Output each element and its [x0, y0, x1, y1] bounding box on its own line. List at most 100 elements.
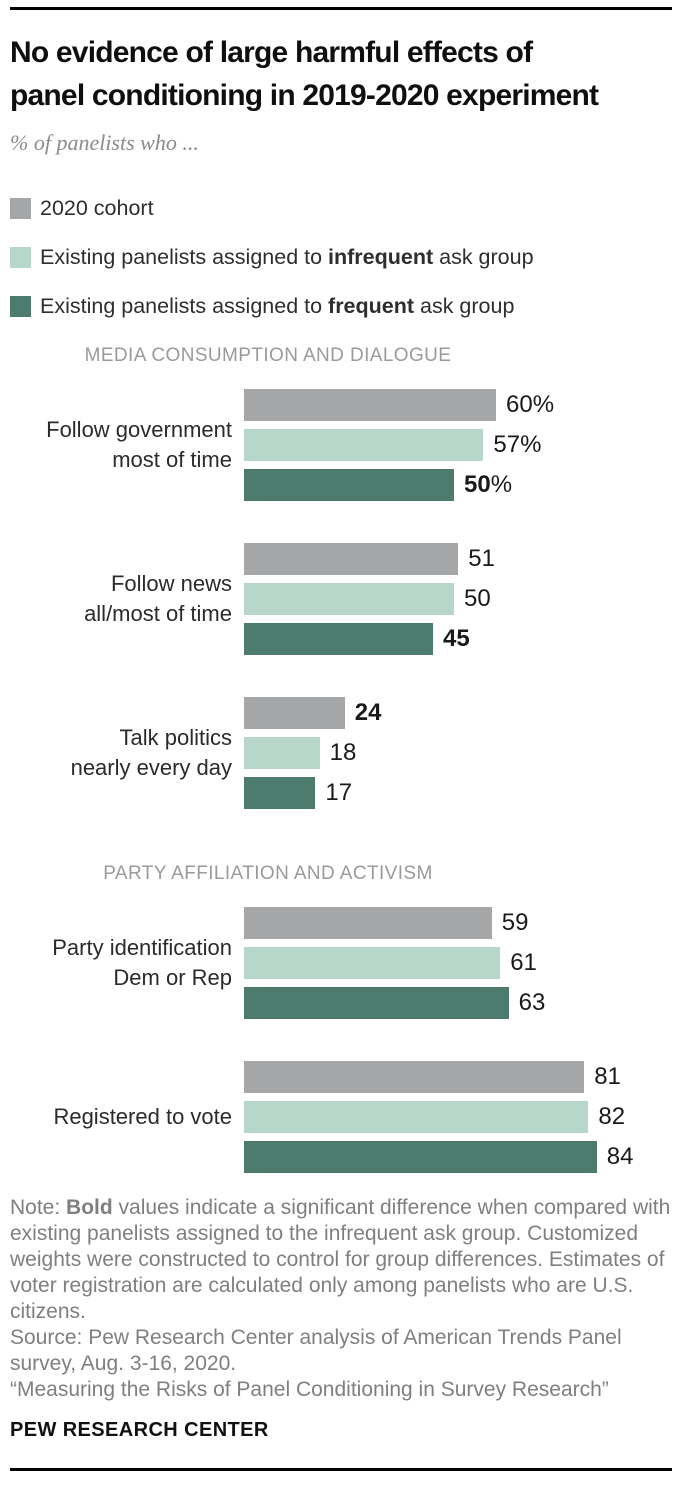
category-label-line: Registered to vote: [53, 1104, 232, 1129]
category-label-line: all/most of time: [84, 601, 232, 626]
bar-row: 57%: [244, 429, 672, 461]
category-label: Follow news all/most of time: [10, 569, 232, 629]
bar-set: 81 82 84: [244, 1061, 672, 1173]
bar-value-label: 51: [468, 545, 495, 573]
category-label-line: nearly every day: [70, 755, 232, 780]
legend-swatch-dark-teal: [10, 296, 31, 317]
bar-value-label: 60%: [506, 391, 554, 419]
bar-row: 81: [244, 1061, 672, 1093]
bar-value-number: 60: [506, 391, 533, 418]
bar-value-label: 17: [325, 779, 352, 807]
legend-swatch-gray: [10, 198, 31, 219]
category-label: Talk politics nearly every day: [10, 723, 232, 783]
bar-row: 24: [244, 697, 672, 729]
category-label-line: most of time: [112, 447, 232, 472]
bar-value-number: 84: [606, 1143, 634, 1170]
bar-cohort2020: [244, 543, 459, 575]
bar-value-label: 59: [502, 909, 529, 937]
category-label-line: Talk politics: [119, 725, 232, 750]
legend-text: 2020 cohort: [40, 196, 154, 220]
bar-value-number: 45: [443, 625, 470, 652]
bar-value-number: 50: [464, 585, 491, 612]
bar-value-number: 59: [501, 909, 529, 936]
bar-row: 50%: [244, 469, 672, 501]
bar-frequent: [244, 987, 509, 1019]
bar-frequent: [244, 623, 433, 655]
bar-value-label: 18: [330, 739, 357, 767]
source-text: Source: Pew Research Center analysis of …: [10, 1326, 622, 1375]
bar-value-number: 57: [493, 431, 521, 458]
bar-value-number: 81: [594, 1063, 621, 1090]
bar-group: Follow news all/most of time 51 50 45: [10, 543, 672, 655]
category-label: Registered to vote: [10, 1102, 232, 1132]
bar-value-label: 61: [510, 949, 537, 977]
bar-set: 59 61 63: [244, 907, 672, 1019]
bar-row: 82: [244, 1101, 672, 1133]
note-bold-word: Bold: [66, 1196, 113, 1219]
bar-group: Party identification Dem or Rep 59 61 63: [10, 907, 672, 1019]
bar-infrequent: [244, 429, 484, 461]
legend-item-frequent: Existing panelists assigned to frequent …: [10, 294, 672, 319]
bar-row: 50: [244, 583, 672, 615]
top-rule: [10, 7, 672, 10]
category-label-line: Party identification: [52, 935, 232, 960]
bar-row: 84: [244, 1141, 672, 1173]
legend-text: ask group: [414, 294, 515, 318]
legend-text: Existing panelists assigned to: [40, 294, 329, 318]
bar-value-percent-sign: %: [532, 391, 555, 418]
bar-row: 60%: [244, 389, 672, 421]
page-subtitle: % of panelists who ...: [10, 130, 199, 155]
note-text: Note: Bold values indicate a significant…: [10, 1195, 672, 1403]
bar-row: 45: [244, 623, 672, 655]
report-title-quote: “Measuring the Risks of Panel Conditioni…: [10, 1378, 609, 1401]
bar-value-number: 17: [325, 779, 353, 806]
legend-label: Existing panelists assigned to infrequen…: [40, 245, 534, 270]
bar-infrequent: [244, 583, 454, 615]
bar-value-label: 50%: [464, 471, 512, 499]
legend-item-2020-cohort: 2020 cohort: [10, 196, 672, 221]
bar-value-number: 63: [518, 989, 546, 1016]
bar-value-label: 81: [594, 1063, 621, 1091]
bar-frequent: [244, 777, 316, 809]
legend-text-bold: frequent: [328, 294, 415, 318]
legend-text: Existing panelists assigned to: [40, 245, 329, 269]
bar-value-number: 18: [329, 739, 357, 766]
bar-set: 60% 57% 50%: [244, 389, 672, 501]
note-prefix: Note:: [10, 1196, 67, 1219]
bar-group: Follow government most of time 60% 57% 50%: [10, 389, 672, 501]
section-title: PARTY AFFILIATION AND ACTIVISM: [103, 863, 433, 884]
page-title: No evidence of large harmful effects of …: [10, 36, 599, 112]
bar-value-label: 82: [598, 1103, 625, 1131]
legend-label: Existing panelists assigned to frequent …: [40, 294, 514, 319]
bar-value-number: 82: [598, 1103, 626, 1130]
bar-set: 24 18 17: [244, 697, 672, 809]
category-label: Party identification Dem or Rep: [10, 933, 232, 993]
category-label: Follow government most of time: [10, 415, 232, 475]
bar-group: Talk politics nearly every day 24 18 17: [10, 697, 672, 809]
bar-group-list: Party identification Dem or Rep 59 61 63 Regi…: [10, 907, 672, 1173]
category-label-line: Follow news: [110, 571, 232, 596]
legend-item-infrequent: Existing panelists assigned to infrequen…: [10, 245, 672, 270]
pew-research-center-wordmark: PEW RESEARCH CENTER: [10, 1419, 269, 1441]
legend-label: 2020 cohort: [40, 196, 154, 221]
category-label-line: Follow government: [46, 417, 232, 442]
bar-value-number: 61: [510, 949, 537, 976]
bar-row: 51: [244, 543, 672, 575]
note-body: values indicate a significant difference…: [10, 1196, 671, 1323]
bar-frequent: [244, 469, 454, 501]
bar-group-list: Follow government most of time 60% 57% 50% Fo…: [10, 389, 672, 809]
bar-infrequent: [244, 947, 501, 979]
bar-cohort2020: [244, 1061, 585, 1093]
bar-row: 18: [244, 737, 672, 769]
bar-value-label: 57%: [493, 431, 541, 459]
bar-value-percent-sign: %: [520, 431, 542, 458]
bar-value-label: 84: [607, 1143, 634, 1171]
bar-chart: MEDIA CONSUMPTION AND DIALOGUE Follow gov…: [10, 345, 672, 1173]
bar-row: 17: [244, 777, 672, 809]
bar-value-number: 50: [464, 471, 491, 498]
bar-infrequent: [244, 737, 320, 769]
chart-legend: 2020 cohort Existing panelists assigned …: [10, 196, 672, 319]
bar-cohort2020: [244, 389, 496, 421]
legend-swatch-light-teal: [10, 247, 31, 268]
